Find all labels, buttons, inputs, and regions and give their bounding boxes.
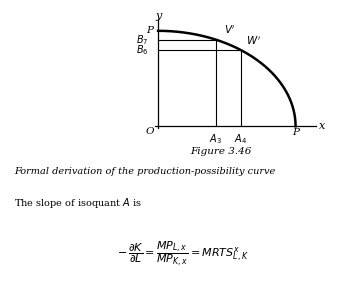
Text: $V'$: $V'$ — [224, 23, 236, 36]
Text: $A_4$: $A_4$ — [234, 132, 247, 146]
Text: P: P — [146, 26, 153, 35]
Text: x: x — [319, 121, 325, 131]
Text: $B_6$: $B_6$ — [136, 43, 148, 57]
Text: y: y — [155, 11, 161, 21]
Text: Formal derivation of the production-possibility curve: Formal derivation of the production-poss… — [14, 167, 275, 176]
Text: $A_3$: $A_3$ — [210, 132, 222, 146]
Text: $W'$: $W'$ — [246, 35, 261, 47]
Text: P: P — [292, 127, 299, 137]
Text: The slope of isoquant $A$ is: The slope of isoquant $A$ is — [14, 196, 143, 210]
Text: Figure 3.46: Figure 3.46 — [191, 146, 252, 156]
Text: O: O — [146, 127, 154, 136]
Text: $-\,\dfrac{\partial K}{\partial L} = \dfrac{MP_{L,x}}{MP_{K,x}} = MRTS^{x}_{L,K}: $-\,\dfrac{\partial K}{\partial L} = \df… — [117, 240, 249, 269]
Text: $B_7$: $B_7$ — [136, 33, 148, 47]
